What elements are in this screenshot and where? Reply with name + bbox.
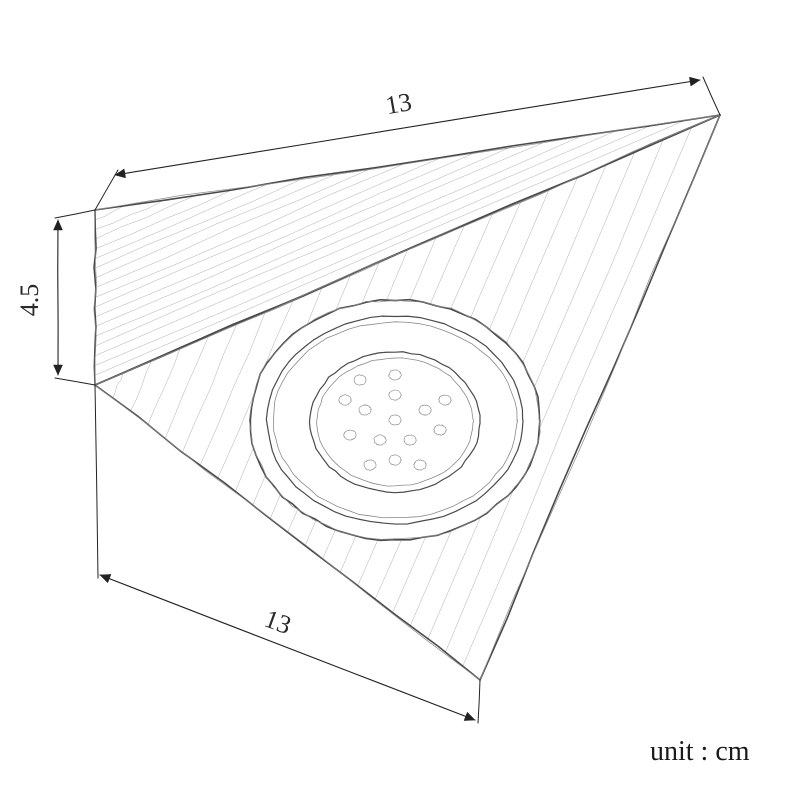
dimension-value-left: 4.5	[15, 284, 44, 317]
dimension-left	[54, 210, 96, 385]
unit-label: unit : cm	[650, 736, 750, 767]
dimension-value-top: 13	[383, 87, 414, 120]
product-body	[94, 115, 720, 680]
dimension-value-bottom: 13	[261, 604, 295, 640]
